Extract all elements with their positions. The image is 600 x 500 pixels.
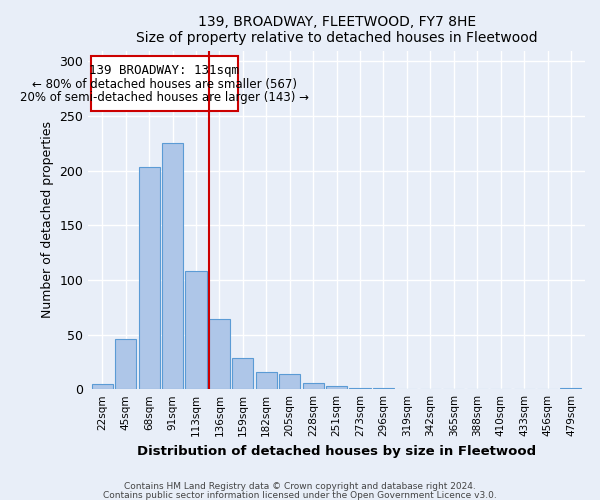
- Bar: [302, 382, 324, 389]
- FancyBboxPatch shape: [91, 56, 238, 110]
- Y-axis label: Number of detached properties: Number of detached properties: [41, 122, 54, 318]
- Bar: [326, 386, 347, 389]
- Bar: [232, 358, 253, 389]
- Bar: [185, 271, 206, 389]
- Text: ← 80% of detached houses are smaller (567): ← 80% of detached houses are smaller (56…: [32, 78, 297, 91]
- Title: 139, BROADWAY, FLEETWOOD, FY7 8HE
Size of property relative to detached houses i: 139, BROADWAY, FLEETWOOD, FY7 8HE Size o…: [136, 15, 538, 45]
- Bar: [115, 339, 136, 389]
- Bar: [256, 372, 277, 389]
- Bar: [373, 388, 394, 389]
- X-axis label: Distribution of detached houses by size in Fleetwood: Distribution of detached houses by size …: [137, 444, 536, 458]
- Bar: [92, 384, 113, 389]
- Bar: [139, 168, 160, 389]
- Text: Contains HM Land Registry data © Crown copyright and database right 2024.: Contains HM Land Registry data © Crown c…: [124, 482, 476, 491]
- Bar: [162, 144, 183, 389]
- Text: 139 BROADWAY: 131sqm: 139 BROADWAY: 131sqm: [89, 64, 239, 76]
- Text: 20% of semi-detached houses are larger (143) →: 20% of semi-detached houses are larger (…: [20, 91, 309, 104]
- Bar: [349, 388, 371, 389]
- Text: Contains public sector information licensed under the Open Government Licence v3: Contains public sector information licen…: [103, 490, 497, 500]
- Bar: [560, 388, 581, 389]
- Bar: [279, 374, 300, 389]
- Bar: [209, 320, 230, 389]
